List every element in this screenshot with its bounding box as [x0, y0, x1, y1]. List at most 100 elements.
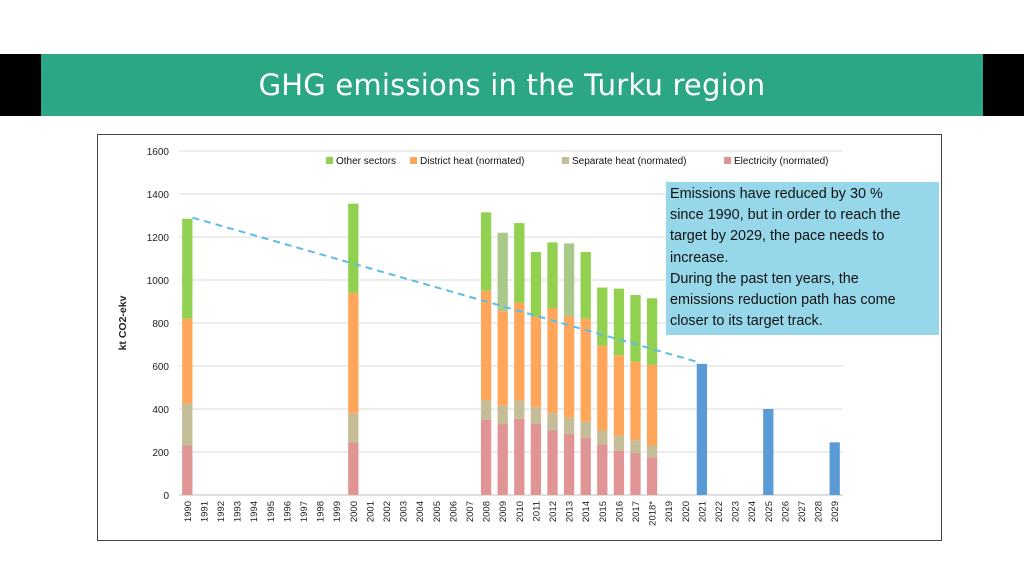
bar-segment-other [630, 295, 641, 362]
bar-segment-electricity [182, 445, 193, 495]
x-tick-label: 2004 [415, 501, 426, 522]
y-tick-label: 1000 [147, 276, 170, 287]
annotation-line: increase. [670, 249, 729, 266]
x-tick-label: 1996 [282, 501, 293, 522]
x-tick-label: 2018* [648, 501, 659, 526]
x-tick-label: 1992 [216, 501, 227, 522]
legend-swatch [562, 157, 569, 164]
annotation-line: since 1990, but in order to reach the [670, 207, 901, 224]
bar-segment-separate [182, 403, 193, 446]
header-bar: GHG emissions in the Turku region [0, 54, 1024, 116]
bar-segment-electricity [514, 418, 525, 495]
y-tick-label: 600 [152, 362, 169, 373]
x-tick-label: 2023 [731, 501, 742, 522]
bar-segment-other [613, 288, 625, 356]
target-bar [829, 442, 840, 495]
y-tick-label: 0 [163, 491, 169, 502]
bar-segment-electricity [597, 444, 608, 495]
x-tick-label: 2006 [448, 501, 459, 522]
bar-segment-separate [480, 400, 492, 420]
bar-segment-other [580, 252, 591, 319]
bar-segment-separate [497, 405, 508, 425]
bar-segment-district [613, 355, 625, 436]
bar-segment-electricity [480, 419, 492, 495]
x-tick-label: 2027 [797, 501, 808, 522]
header-band: GHG emissions in the Turku region [41, 54, 983, 116]
legend-swatch [724, 157, 731, 164]
annotation-box: Emissions have reduced by 30 % since 199… [666, 182, 939, 335]
bar-segment-other [182, 218, 193, 319]
bar-segment-district [530, 316, 542, 407]
bar-segment-other [597, 287, 608, 346]
x-tick-label: 2013 [565, 501, 576, 522]
y-tick-label: 1600 [147, 147, 170, 158]
x-tick-label: 2000 [349, 501, 360, 522]
annotation-line: During the past ten years, the [670, 270, 859, 287]
slide-title: GHG emissions in the Turku region [258, 68, 766, 102]
bar-segment-district [497, 311, 508, 406]
y-axis-label: kt CO2-ekv [117, 295, 129, 350]
x-tick-label: 2025 [764, 501, 775, 522]
y-tick-label: 200 [152, 448, 169, 459]
x-tick-label: 2015 [598, 501, 609, 522]
bar-segment-other [547, 242, 558, 308]
x-tick-label: 2008 [482, 501, 493, 522]
x-tick-label: 2002 [382, 501, 393, 522]
bar-segment-separate [646, 445, 658, 458]
x-tick-label: 2020 [681, 501, 692, 522]
bar-segment-district [630, 361, 641, 441]
x-tick-label: 2011 [531, 501, 542, 521]
annotation-line: closer to its target track. [670, 313, 823, 330]
x-tick-label: 2024 [747, 501, 758, 522]
annotation-line: emissions reduction path has come [670, 292, 896, 309]
x-tick-label: 2003 [399, 501, 410, 522]
legend-swatch [410, 157, 417, 164]
x-tick-label: 1991 [199, 501, 210, 522]
legend-label: Other sectors [336, 156, 396, 167]
legend-swatch [326, 157, 333, 164]
bar-segment-district [646, 364, 658, 446]
x-tick-label: 2021 [697, 501, 708, 522]
bar-segment-electricity [613, 450, 625, 495]
bar-segment-district [480, 290, 492, 401]
x-tick-label: 2012 [548, 501, 559, 522]
bar-segment-other [480, 212, 492, 291]
bar-segment-district [597, 345, 608, 431]
x-tick-label: 2017 [631, 501, 642, 522]
bar-segment-separate [348, 413, 359, 443]
bar-segment-electricity [646, 457, 658, 495]
bar-segment-separate [530, 406, 542, 425]
bar-segment-electricity [530, 424, 542, 495]
bar-segment-separate [580, 421, 591, 439]
bar-segment-district [182, 318, 193, 404]
x-tick-label: 1993 [233, 501, 244, 522]
legend-label: District heat (normated) [420, 156, 524, 167]
target-bar [763, 409, 774, 495]
x-tick-label: 2016 [614, 501, 625, 522]
bar-segment-separate [613, 435, 625, 451]
x-tick-label: 1994 [249, 501, 260, 522]
y-tick-label: 800 [152, 319, 169, 330]
bar-segment-electricity [348, 442, 359, 495]
y-tick-label: 1400 [147, 190, 170, 201]
bar-segment-separate [514, 400, 525, 419]
bar-segment-electricity [580, 438, 591, 495]
bar-segment-other [514, 223, 525, 303]
bar-segment-other [530, 252, 542, 317]
target-bar [696, 363, 708, 495]
bar-segment-electricity [563, 433, 575, 495]
x-tick-label: 2028 [814, 501, 825, 522]
bar-segment-other [646, 298, 658, 365]
annotation-line: Emissions have reduced by 30 % [670, 186, 883, 202]
bar-segment-other [348, 203, 359, 293]
x-tick-label: 2005 [432, 501, 443, 522]
bar-segment-other [563, 243, 575, 317]
bar-segment-separate [597, 430, 608, 445]
bar-segment-district [348, 292, 359, 414]
legend-label: Electricity (normated) [734, 156, 828, 167]
x-tick-label: 2029 [830, 501, 841, 522]
x-tick-label: 1999 [332, 501, 343, 522]
bar-segment-other [497, 232, 508, 312]
x-tick-label: 2001 [365, 501, 376, 522]
bar-segment-electricity [547, 430, 558, 495]
